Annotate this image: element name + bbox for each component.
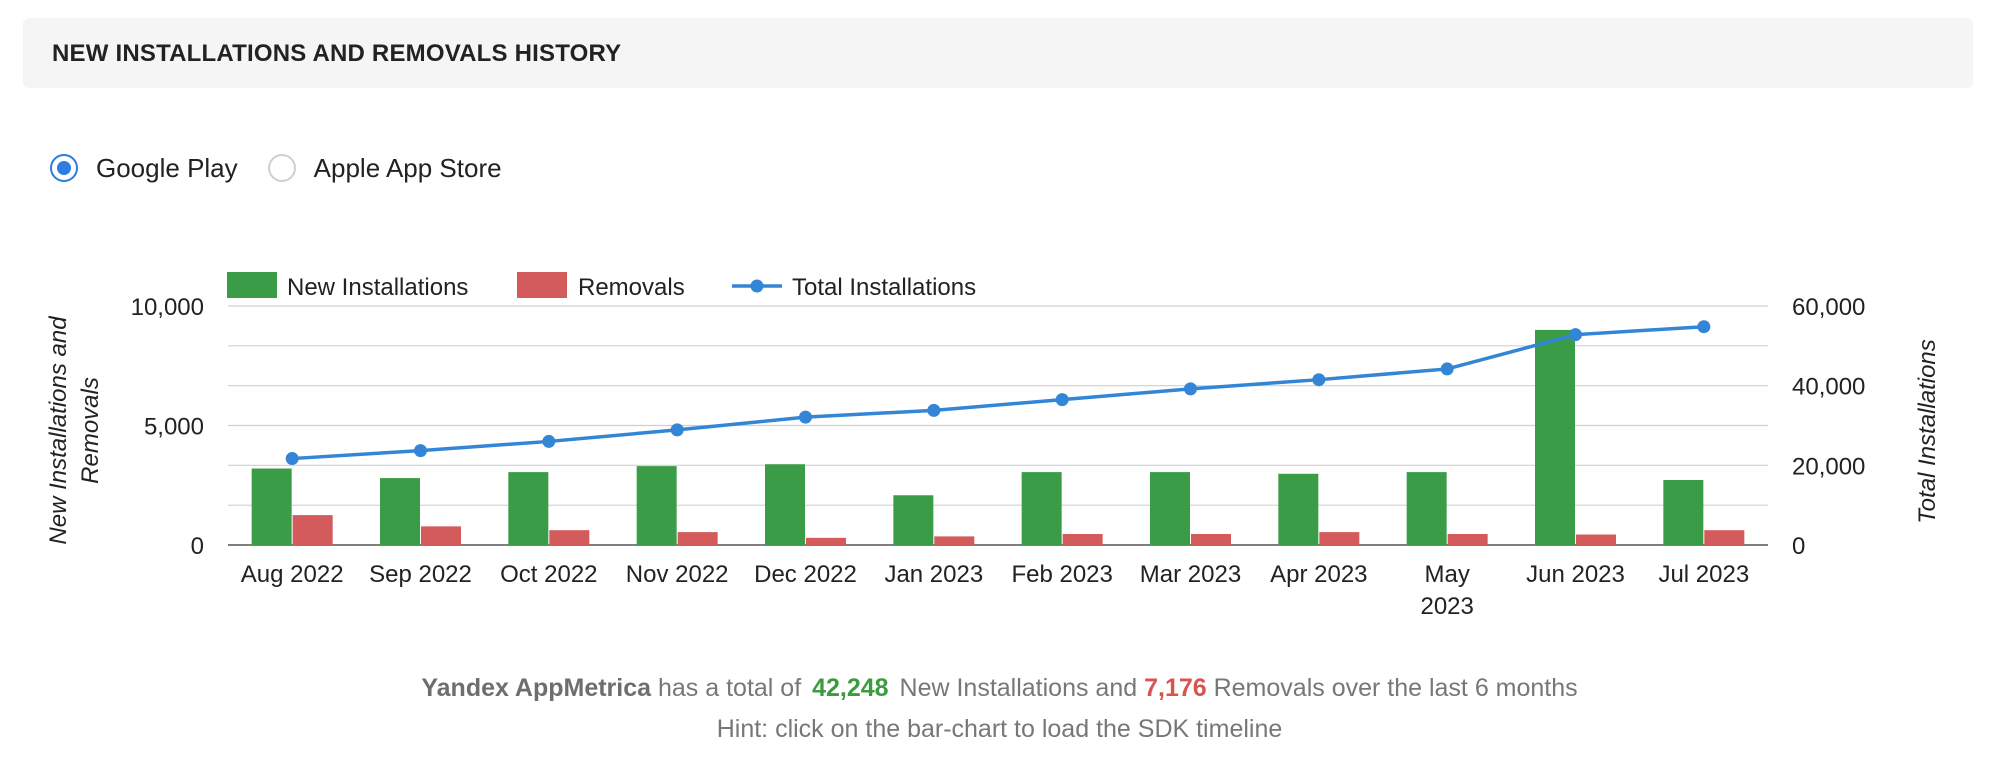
x-tick-label: Jan 2023: [884, 561, 983, 588]
x-tick-label-line2: 2023: [1420, 593, 1473, 620]
radio-label-apple-app-store: Apple App Store: [313, 152, 502, 183]
removals-bar[interactable]: [1576, 534, 1616, 545]
x-tick-label: Jul 2023: [1658, 561, 1749, 588]
x-tick-label: Apr 2023: [1270, 561, 1367, 588]
y-tick-label: 5,000: [144, 414, 204, 441]
x-tick-label: Nov 2022: [626, 561, 729, 588]
new-installations-bar[interactable]: [251, 468, 292, 545]
radio-apple-app-store[interactable]: Apple App Store: [267, 152, 502, 184]
total-installations-point[interactable]: [414, 444, 427, 458]
summary-text-3: Removals over the last 6 months: [1206, 674, 1578, 702]
x-tick-label: Oct 2022: [500, 561, 597, 588]
total-installations-point[interactable]: [1440, 362, 1454, 376]
removals-total: 7,176: [1144, 674, 1207, 702]
removals-bar[interactable]: [292, 515, 333, 545]
new-installations-bar[interactable]: [1535, 329, 1575, 545]
new-installations-bar[interactable]: [1021, 472, 1062, 545]
x-tick-label: May: [1424, 561, 1469, 588]
legend-swatch-new-installations: [227, 272, 277, 298]
radio-google-play[interactable]: Google Play: [50, 153, 238, 184]
x-tick-label: Jun 2023: [1526, 561, 1625, 588]
radio-button-google-play[interactable]: [50, 154, 78, 182]
new-installations-bar[interactable]: [380, 478, 420, 545]
total-installations-point[interactable]: [1697, 320, 1711, 334]
y-tick-label: 10,000: [131, 294, 204, 321]
section-header: NEW INSTALLATIONS AND REMOVALS HISTORY: [23, 18, 1973, 88]
new-installations-bar[interactable]: [1150, 472, 1190, 545]
new-installations-bar[interactable]: [636, 466, 677, 545]
x-tick-label: Aug 2022: [241, 561, 344, 588]
y2-tick-label: 60,000: [1792, 294, 1865, 321]
hint-text: Hint: click on the bar-chart to load the…: [716, 715, 1283, 743]
total-installations-point[interactable]: [542, 434, 556, 448]
total-installations-point[interactable]: [285, 452, 299, 466]
total-installations-point[interactable]: [1055, 393, 1069, 407]
removals-bar[interactable]: [934, 536, 975, 545]
legend-marker-total-installations: [750, 279, 764, 293]
new-installations-bar[interactable]: [508, 472, 549, 545]
removals-bar[interactable]: [421, 526, 461, 545]
total-installations-point[interactable]: [927, 403, 941, 417]
new-installations-bar[interactable]: [1406, 472, 1447, 545]
legend-label-new-installations: New Installations: [287, 274, 468, 301]
removals-bar[interactable]: [806, 537, 846, 545]
removals-bar[interactable]: [1191, 534, 1231, 545]
summary-text-1: has a total of: [651, 674, 809, 702]
section-title: NEW INSTALLATIONS AND REMOVALS HISTORY: [52, 40, 622, 67]
y2-tick-label: 20,000: [1792, 453, 1865, 480]
legend-label-total-installations: Total Installations: [792, 274, 976, 301]
x-tick-label: Feb 2023: [1011, 561, 1112, 588]
store-selector: Google Play Apple App Store: [50, 150, 532, 186]
total-installations-point[interactable]: [1569, 328, 1582, 342]
legend-swatch-removals: [517, 272, 567, 298]
y2-tick-label: 40,000: [1792, 374, 1865, 401]
removals-bar[interactable]: [1447, 534, 1488, 545]
new-installations-bar[interactable]: [1663, 479, 1704, 545]
total-installations-point[interactable]: [1184, 382, 1197, 396]
legend-label-removals: Removals: [578, 274, 685, 301]
removals-bar[interactable]: [549, 530, 590, 545]
new-installations-bar[interactable]: [765, 464, 805, 545]
y-axis-title-line2: Removals: [77, 377, 104, 484]
radio-button-apple-app-store[interactable]: [267, 154, 296, 182]
new-installations-bar[interactable]: [893, 495, 934, 545]
new-installations-bar[interactable]: [1278, 473, 1319, 545]
summary-text-2: New Installations and: [892, 674, 1145, 702]
y-tick-label: 0: [191, 533, 204, 560]
y2-axis-title: Total Installations: [1914, 339, 1941, 524]
y2-tick-label: 0: [1792, 533, 1805, 560]
removals-bar[interactable]: [677, 532, 718, 545]
installs-total: 42,248: [812, 674, 889, 702]
x-tick-label: Sep 2022: [369, 561, 472, 588]
removals-bar[interactable]: [1319, 532, 1360, 545]
removals-bar[interactable]: [1704, 530, 1745, 545]
summary-text: Yandex AppMetrica has a total of 42,248 …: [0, 674, 1999, 703]
x-tick-label: Mar 2023: [1140, 561, 1241, 588]
total-installations-line: [292, 324, 1704, 461]
radio-label-google-play: Google Play: [96, 152, 238, 183]
app-name: Yandex AppMetrica: [421, 674, 652, 702]
total-installations-point[interactable]: [799, 410, 812, 424]
total-installations-point[interactable]: [1312, 373, 1326, 387]
removals-bar[interactable]: [1062, 534, 1103, 545]
total-installations-point[interactable]: [670, 423, 684, 437]
y-axis-title: New Installations and: [45, 316, 72, 545]
x-tick-label: Dec 2022: [754, 561, 857, 588]
